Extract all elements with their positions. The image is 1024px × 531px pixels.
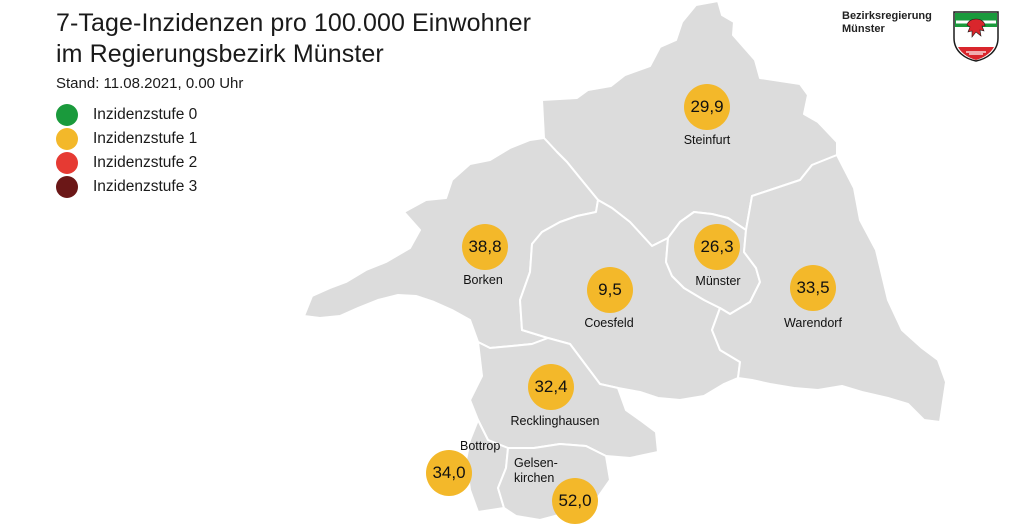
district-label-gelsenkirchen: Gelsen- kirchen	[514, 456, 558, 486]
legend-dot	[56, 176, 78, 198]
incidence-badge-muenster: 26,3	[694, 224, 740, 270]
district-label-warendorf: Warendorf	[784, 316, 842, 330]
brand-line-1: Bezirksregierung	[842, 10, 932, 22]
brand-line-2: Münster	[842, 23, 885, 35]
district-label-recklinghausen: Recklinghausen	[510, 414, 600, 428]
incidence-value: 38,8	[468, 237, 502, 256]
incidence-value: 33,5	[796, 278, 830, 297]
incidence-badge-bottrop: 34,0	[426, 450, 472, 496]
incidence-value: 34,0	[432, 463, 466, 482]
legend-item-level-3: Inzidenzstufe 3	[56, 175, 197, 199]
brand-name: Bezirksregierung Münster	[842, 10, 932, 36]
incidence-value: 9,5	[598, 280, 622, 299]
district-label-steinfurt: Steinfurt	[683, 133, 731, 147]
legend-label: Inzidenzstufe 3	[93, 178, 198, 195]
legend-dot	[56, 152, 78, 174]
incidence-value: 32,4	[534, 377, 568, 396]
legend-dot	[56, 128, 78, 150]
incidence-badge-coesfeld: 9,5	[587, 267, 633, 313]
incidence-value: 26,3	[700, 237, 734, 256]
page-title: 7-Tage-Inzidenzen pro 100.000 Einwohner …	[56, 8, 531, 70]
legend-item-level-1: Inzidenzstufe 1	[56, 127, 197, 151]
legend: Inzidenzstufe 0 Inzidenzstufe 1 Inzidenz…	[56, 103, 197, 199]
legend-label: Inzidenzstufe 0	[93, 106, 198, 123]
district-label-muenster: Münster	[695, 274, 741, 288]
legend-item-level-0: Inzidenzstufe 0	[56, 103, 197, 127]
legend-label: Inzidenzstufe 1	[93, 130, 198, 147]
nrw-coat-of-arms-icon	[953, 11, 999, 62]
incidence-badge-recklinghausen: 32,4	[528, 364, 574, 410]
incidence-badge-warendorf: 33,5	[790, 265, 836, 311]
district-label-borken: Borken	[463, 273, 503, 287]
legend-label: Inzidenzstufe 2	[93, 154, 198, 171]
timestamp: Stand: 11.08.2021, 0.00 Uhr	[56, 75, 244, 92]
incidence-badge-steinfurt: 29,9	[684, 84, 730, 130]
incidence-value: 52,0	[558, 491, 592, 510]
district-label-line-1: Gelsen-	[514, 456, 558, 470]
legend-item-level-2: Inzidenzstufe 2	[56, 151, 197, 175]
incidence-badge-gelsenkirchen: 52,0	[552, 478, 598, 524]
title-line-2: im Regierungsbezirk Münster	[56, 40, 384, 68]
incidence-value: 29,9	[690, 97, 724, 116]
district-label-line-2: kirchen	[514, 471, 555, 485]
incidence-badge-borken: 38,8	[462, 224, 508, 270]
district-label-bottrop: Bottrop	[460, 439, 501, 453]
title-line-1: 7-Tage-Inzidenzen pro 100.000 Einwohner	[56, 9, 532, 37]
district-label-coesfeld: Coesfeld	[584, 316, 634, 330]
legend-dot	[56, 104, 78, 126]
